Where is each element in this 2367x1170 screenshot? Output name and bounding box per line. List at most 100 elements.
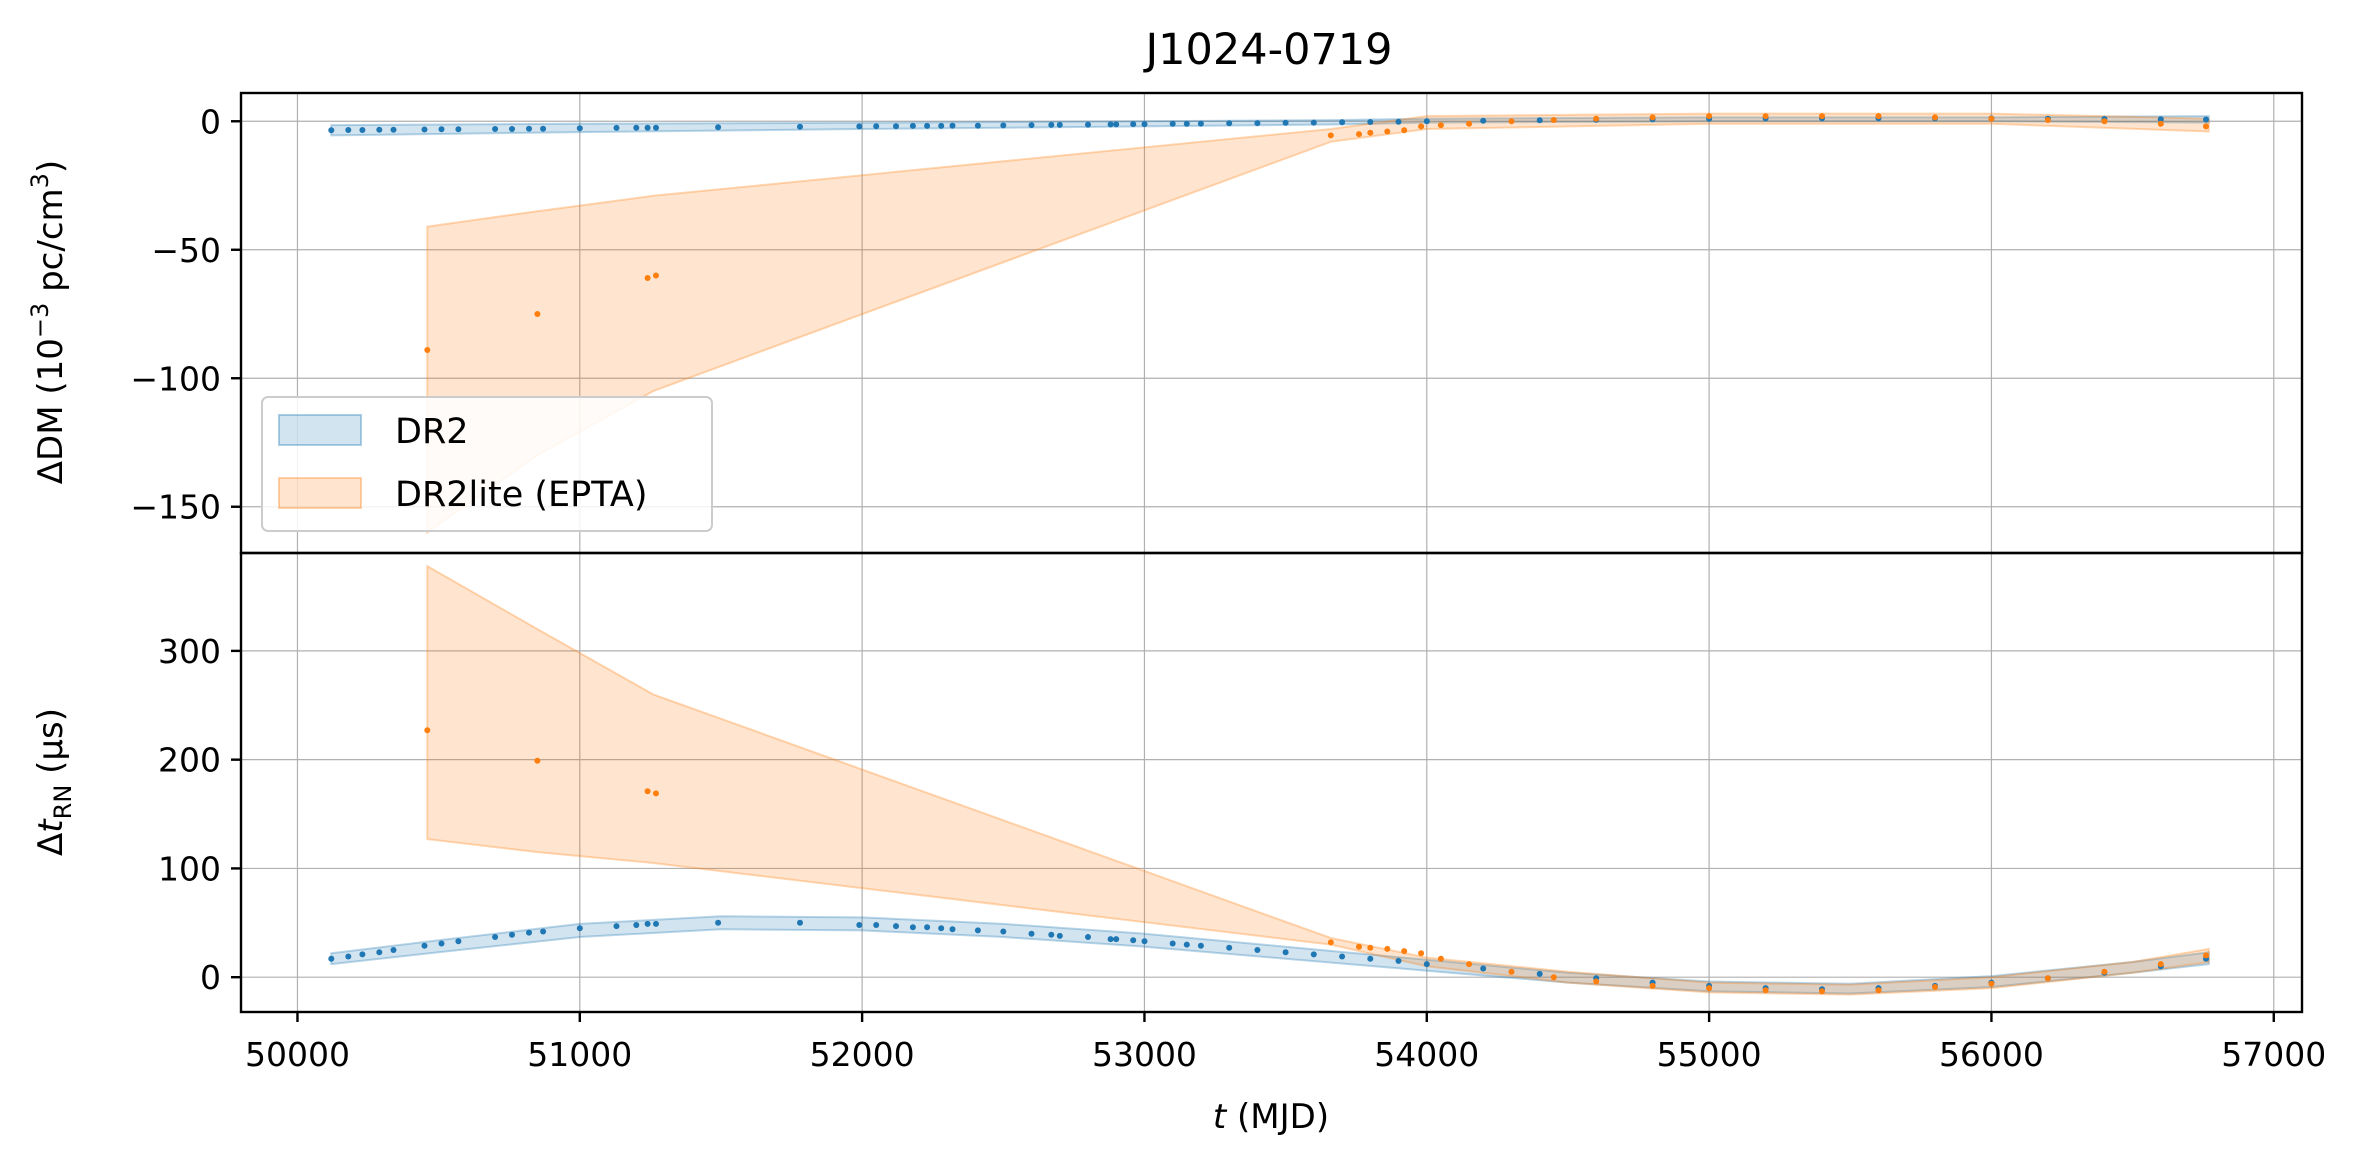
point-dr2 <box>974 927 981 934</box>
point-dr2 <box>653 124 659 131</box>
point-dr2lite <box>1762 113 1769 120</box>
point-dr2lite <box>2101 968 2108 975</box>
point-dr2 <box>797 919 803 926</box>
point-dr2 <box>1367 119 1374 125</box>
point-dr2lite <box>1327 132 1334 139</box>
point-dr2lite <box>1875 113 1882 120</box>
point-dr2 <box>856 922 863 928</box>
point-dr2 <box>438 940 445 947</box>
point-dr2 <box>873 922 880 928</box>
point-dr2 <box>359 951 366 958</box>
point-dr2 <box>390 126 397 133</box>
ytick-label: −150 <box>130 488 221 527</box>
point-dr2lite <box>2157 120 2164 127</box>
xtick-label: 54000 <box>1374 1035 1479 1074</box>
point-dr2 <box>873 123 880 130</box>
point-dr2 <box>1536 117 1543 124</box>
point-dr2 <box>1226 944 1233 951</box>
point-dr2 <box>1310 119 1317 126</box>
point-dr2lite <box>644 275 651 281</box>
point-dr2 <box>797 123 803 130</box>
point-dr2lite <box>1508 968 1515 975</box>
point-dr2lite <box>424 347 431 353</box>
point-dr2 <box>576 925 583 932</box>
point-dr2 <box>938 925 945 932</box>
point-dr2 <box>613 923 620 930</box>
point-dr2 <box>1197 942 1204 949</box>
point-dr2 <box>1113 936 1120 943</box>
point-dr2lite <box>2044 975 2051 982</box>
point-dr2 <box>421 126 428 133</box>
point-dr2 <box>376 949 383 956</box>
point-dr2 <box>1085 121 1091 128</box>
point-dr2 <box>1048 121 1055 128</box>
point-dr2 <box>1028 930 1035 937</box>
band-dr2 <box>330 915 2210 995</box>
point-dr2 <box>1113 121 1120 128</box>
point-dr2 <box>1183 120 1190 127</box>
band-dr2lite <box>426 564 2210 996</box>
yticks-rn: 0 100 200 300 <box>158 632 241 997</box>
point-dr2lite <box>1401 127 1408 134</box>
point-dr2lite <box>1367 129 1374 136</box>
point-dr2lite <box>2157 961 2164 968</box>
point-dr2 <box>455 938 462 945</box>
ytick-label: 0 <box>200 102 221 141</box>
band-dr2lite <box>426 112 2210 535</box>
point-dr2lite <box>1819 113 1825 120</box>
point-dr2lite <box>644 788 651 795</box>
point-dr2 <box>653 920 659 927</box>
point-dr2 <box>455 126 462 133</box>
ylabel-rn: ΔtRN (μs) <box>31 708 77 856</box>
point-dr2lite <box>1550 974 1557 981</box>
point-dr2 <box>576 125 583 132</box>
point-dr2lite <box>1418 123 1425 130</box>
point-dr2 <box>1339 119 1346 126</box>
point-dr2lite <box>1819 988 1825 995</box>
point-dr2lite <box>1437 122 1444 129</box>
point-dr2 <box>924 924 931 931</box>
legend-label-dr2: DR2 <box>395 412 469 452</box>
xtick-label: 50000 <box>245 1035 350 1074</box>
ytick-label: −50 <box>151 231 221 270</box>
point-dr2 <box>1480 117 1487 124</box>
xtick-label: 55000 <box>1657 1035 1762 1074</box>
point-dr2 <box>893 123 899 130</box>
point-dr2 <box>390 947 397 953</box>
point-dr2lite <box>1706 113 1713 120</box>
point-dr2 <box>909 122 916 129</box>
ytick-label: 0 <box>200 958 221 997</box>
point-dr2 <box>1141 121 1148 128</box>
point-dr2lite <box>1356 943 1362 950</box>
point-dr2 <box>1107 936 1114 943</box>
point-dr2lite <box>2203 123 2209 130</box>
point-dr2 <box>2203 116 2209 123</box>
point-dr2lite <box>1932 984 1938 990</box>
point-dr2lite <box>1932 114 1938 121</box>
point-dr2 <box>1056 121 1063 128</box>
point-dr2lite <box>1466 961 1473 968</box>
point-dr2 <box>1169 120 1176 127</box>
point-dr2lite <box>1384 945 1391 952</box>
point-dr2lite <box>2044 117 2051 123</box>
point-dr2 <box>644 124 651 131</box>
ytick-label: 200 <box>158 741 221 780</box>
point-dr2lite <box>1875 987 1882 994</box>
point-dr2 <box>1282 119 1289 126</box>
ytick-label: 300 <box>158 632 221 671</box>
panel-rn-frame <box>239 551 2304 1014</box>
point-dr2 <box>909 924 916 931</box>
point-dr2 <box>715 124 722 131</box>
points-rn <box>328 727 2209 995</box>
x-axis-ticks: 50000 51000 52000 53000 54000 55000 56000 57000 <box>245 1012 2326 1074</box>
point-dr2 <box>526 125 532 132</box>
point-dr2lite <box>1988 115 1995 122</box>
point-dr2lite <box>1466 120 1473 127</box>
points-dm <box>328 113 2209 353</box>
point-dr2 <box>1169 940 1176 947</box>
point-dr2 <box>509 931 515 938</box>
legend-box <box>261 396 713 532</box>
point-dr2 <box>1130 937 1137 944</box>
point-dr2lite <box>1437 955 1444 962</box>
point-dr2 <box>1141 938 1148 945</box>
